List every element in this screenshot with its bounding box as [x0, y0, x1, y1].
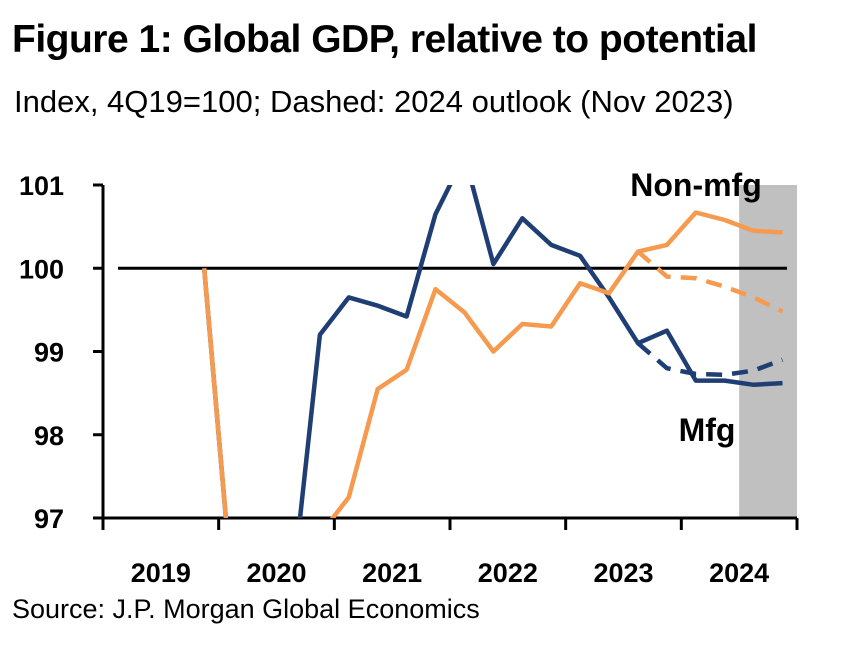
series-line-mfg	[201, 185, 783, 518]
forecast-shade	[739, 185, 797, 518]
x-tick-label: 2019	[131, 558, 191, 588]
x-tick-label: 2020	[246, 558, 306, 588]
chart-subtitle: Index, 4Q19=100; Dashed: 2024 outlook (N…	[14, 84, 734, 119]
x-tick-label: 2024	[709, 558, 769, 588]
x-tick-label: 2023	[593, 558, 653, 588]
x-tick-label: 2022	[478, 558, 538, 588]
annotation-non-mfg: Non-mfg	[630, 167, 762, 203]
y-tick-label: 101	[19, 171, 64, 201]
series-line-mfg-outlook	[636, 341, 784, 378]
y-tick-label: 98	[34, 421, 64, 451]
annotation-mfg: Mfg	[679, 412, 736, 448]
y-tick-label: 97	[34, 504, 64, 534]
chart-title: Figure 1: Global GDP, relative to potent…	[12, 18, 757, 61]
y-tick-label: 99	[34, 338, 64, 368]
x-tick-label: 2021	[362, 558, 422, 588]
chart-source: Source: J.P. Morgan Global Economics	[12, 594, 480, 624]
y-tick-label: 100	[19, 254, 64, 284]
series-line-non-mfg	[201, 210, 783, 518]
series-line-non-mfg-outlook	[636, 249, 784, 314]
